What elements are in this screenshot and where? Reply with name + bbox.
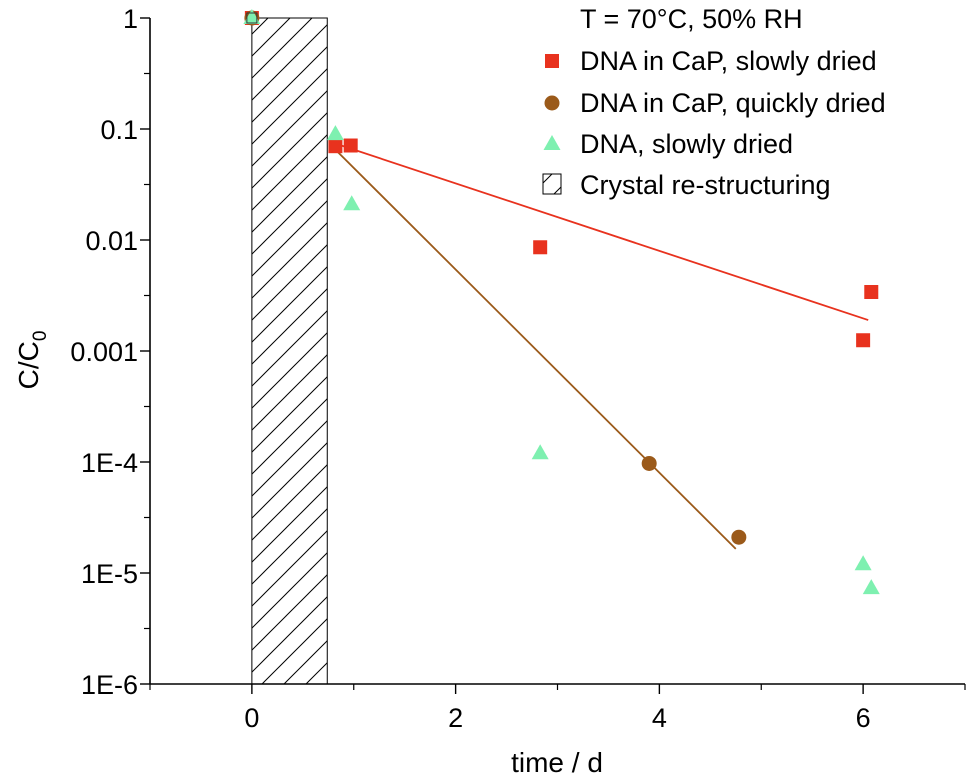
axis-titles: time / d C/C0 (13, 331, 603, 778)
x-tick-label: 2 (448, 703, 463, 733)
data-point (343, 195, 361, 211)
y-tick-label: 0.001 (70, 337, 138, 367)
x-tick-label: 6 (856, 703, 871, 733)
y-tick-label: 1E-6 (81, 670, 138, 700)
legend-marker (544, 95, 560, 111)
data-point (856, 333, 871, 348)
data-point (243, 9, 261, 24)
y-axis-title-main: C/C (13, 341, 44, 389)
legend-label: Crystal re-structuring (580, 170, 831, 200)
data-point (854, 555, 872, 571)
data-point (731, 529, 747, 545)
legend-label: DNA, slowly dried (580, 129, 793, 159)
data-points (243, 9, 880, 595)
y-tick-label: 1E-5 (81, 559, 138, 589)
legend-title: T = 70°C, 50% RH (580, 4, 803, 34)
data-point (326, 125, 344, 141)
x-axis-title: time / d (511, 747, 603, 778)
origin-marker-outline (246, 12, 258, 24)
legend-label: DNA in CaP, slowly dried (580, 46, 877, 76)
data-point (328, 139, 343, 154)
data-point (343, 138, 358, 153)
data-point (531, 444, 549, 460)
data-point (862, 579, 880, 595)
y-tick-label: 0.01 (85, 226, 138, 256)
y-tick-label: 1 (123, 4, 138, 34)
crystal-restructuring-region (251, 17, 328, 685)
data-point (533, 240, 548, 255)
x-tick-label: 0 (244, 703, 259, 733)
legend: T = 70°C, 50% RH DNA in CaP, slowly drie… (542, 4, 886, 200)
tick-labels: 0 2 4 6 1 0.1 0.01 0.001 1E-4 1E-5 1E-6 (70, 4, 870, 733)
legend-marker (545, 54, 559, 68)
data-point (864, 285, 879, 300)
fit-line (332, 146, 737, 550)
fit-lines (332, 142, 869, 550)
legend-hatch-swatch (542, 173, 562, 195)
y-axis-title: C/C0 (13, 331, 51, 390)
y-tick-label: 1E-4 (81, 448, 138, 478)
y-axis-title-subscript: 0 (30, 331, 51, 342)
fit-line (333, 142, 869, 321)
data-point (641, 455, 657, 471)
legend-marker (543, 135, 561, 150)
shaded-region-layer (251, 17, 328, 685)
x-tick-label: 4 (652, 703, 667, 733)
y-tick-label: 0.1 (100, 115, 138, 145)
legend-label: DNA in CaP, quickly dried (580, 88, 886, 118)
